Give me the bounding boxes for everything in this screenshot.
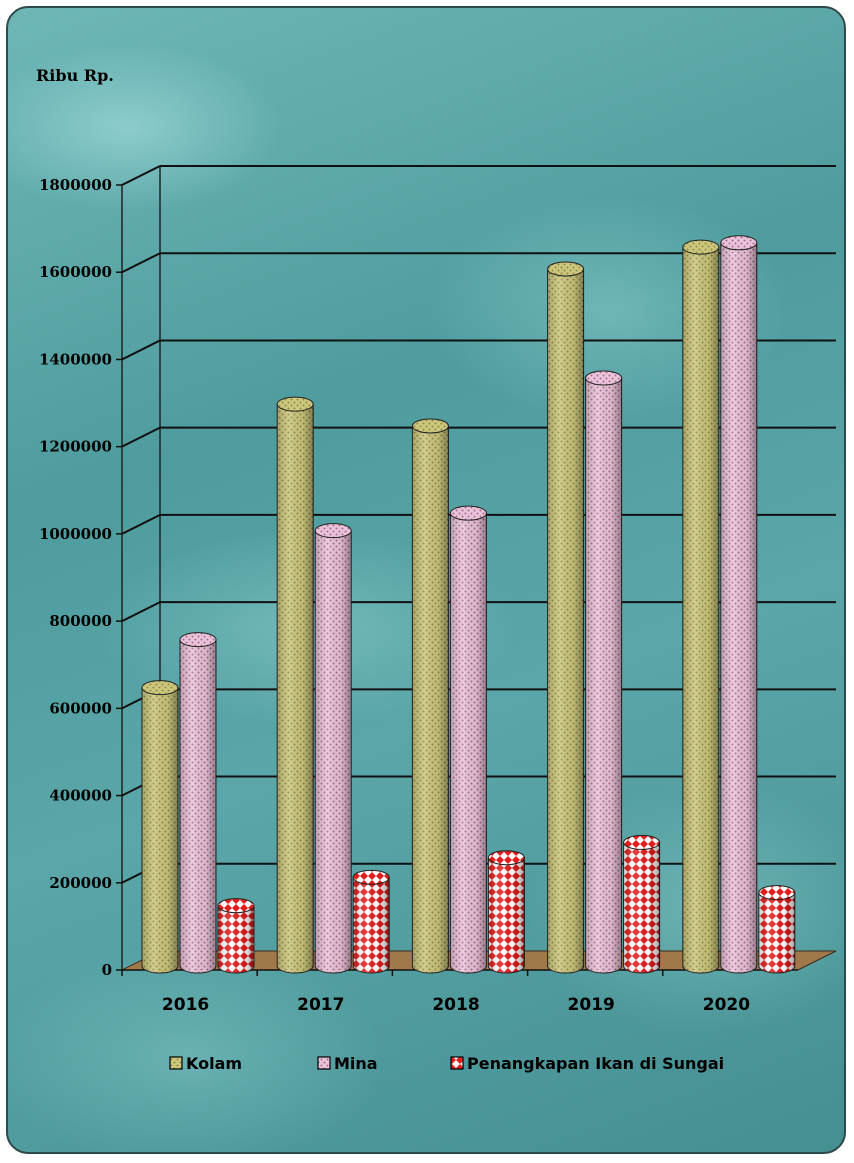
x-category-label: 2017: [297, 995, 344, 1015]
bar-shading: [758, 892, 795, 973]
gridline-side: [121, 513, 161, 535]
legend-swatch: [169, 1056, 183, 1070]
bar-penangkapan-ikan-di-sungai-2019: [623, 834, 661, 974]
y-tick-label: 200000: [49, 874, 112, 892]
bar-shading: [353, 877, 390, 973]
gridline-side: [121, 426, 161, 448]
bar-top: [758, 885, 796, 901]
bar-kolam-2017: [276, 396, 314, 974]
y-axis-ticks: 0 200000 400000 600000 800000 1000000 1200000 1…: [39, 176, 122, 979]
bar-top: [217, 898, 255, 914]
bar-penangkapan-ikan-di-sungai-2016: [217, 898, 255, 974]
bar-top: [314, 523, 352, 539]
bars: [141, 235, 796, 974]
x-axis-categories: 2016 2017 2018 2019 2020: [121, 970, 750, 1015]
bar-top: [352, 869, 390, 885]
gridline-side: [121, 339, 161, 361]
bar-shading: [488, 857, 525, 974]
bar-mina-2018: [449, 505, 487, 974]
y-tick-label: 600000: [49, 699, 112, 717]
bar-top: [141, 680, 179, 696]
bar-shading: [585, 377, 622, 973]
y-tick-label: 1800000: [39, 176, 112, 194]
legend-label: Mina: [334, 1054, 378, 1073]
y-tick-label: 1400000: [39, 350, 112, 368]
legend-swatch: [450, 1056, 464, 1070]
bar-shading: [277, 404, 314, 973]
gridline-side: [121, 601, 161, 623]
bar-kolam-2019: [547, 261, 585, 974]
bar-top: [179, 632, 217, 648]
bar-shading: [720, 242, 757, 973]
bar-kolam-2016: [141, 680, 179, 974]
x-category-label: 2020: [703, 995, 750, 1015]
bar-top: [623, 834, 661, 850]
legend-label: Penangkapan Ikan di Sungai: [467, 1054, 724, 1073]
bar-top: [585, 370, 623, 386]
bar-top: [487, 850, 525, 866]
bar-top: [720, 235, 758, 251]
x-category-label: 2019: [568, 995, 615, 1015]
legend-swatch: [317, 1056, 331, 1070]
bar-shading: [142, 687, 178, 973]
bar-kolam-2020: [682, 239, 720, 974]
x-category-label: 2016: [162, 995, 209, 1015]
bar-mina-2017: [314, 523, 352, 974]
bar-mina-2019: [585, 370, 623, 974]
bar-mina-2016: [179, 632, 217, 974]
chart: Ribu Rp. 0 200000 400000 600000 800000 100000…: [36, 66, 837, 1073]
bar-mina-2020: [720, 235, 758, 974]
bar-penangkapan-ikan-di-sungai-2017: [352, 869, 390, 974]
y-tick-label: 800000: [49, 612, 112, 630]
bar-top: [547, 261, 585, 277]
bar-penangkapan-ikan-di-sungai-2018: [487, 850, 525, 974]
bar-shading: [682, 247, 719, 973]
bar-shading: [218, 905, 254, 973]
gridline-side: [121, 165, 161, 186]
y-tick-label: 1200000: [39, 438, 112, 456]
bar-shading: [623, 842, 660, 973]
chart-frame: Ribu Rp. 0 200000 400000 600000 800000 100000…: [6, 6, 846, 1154]
y-axis-label: Ribu Rp.: [36, 66, 114, 85]
bar-shading: [450, 513, 487, 973]
bar-top: [682, 239, 720, 255]
bar-shading: [315, 530, 352, 973]
y-tick-label: 400000: [49, 787, 112, 805]
bar-shading: [547, 268, 584, 973]
x-category-label: 2018: [432, 995, 479, 1015]
y-tick-label: 0: [102, 961, 112, 979]
bar-top: [449, 505, 487, 521]
legend-label: Kolam: [186, 1054, 242, 1073]
gridline-side: [121, 252, 161, 274]
bar-top: [411, 418, 449, 434]
bar-top: [276, 396, 314, 412]
bar-kolam-2018: [411, 418, 449, 974]
bar-shading: [180, 639, 216, 973]
y-tick-label: 1600000: [39, 263, 112, 281]
bar-penangkapan-ikan-di-sungai-2020: [758, 885, 796, 974]
y-tick-label: 1000000: [39, 525, 112, 543]
legend: Kolam Mina Penangkapan Ikan di Sungai: [169, 1054, 724, 1073]
bar-shading: [412, 425, 449, 973]
